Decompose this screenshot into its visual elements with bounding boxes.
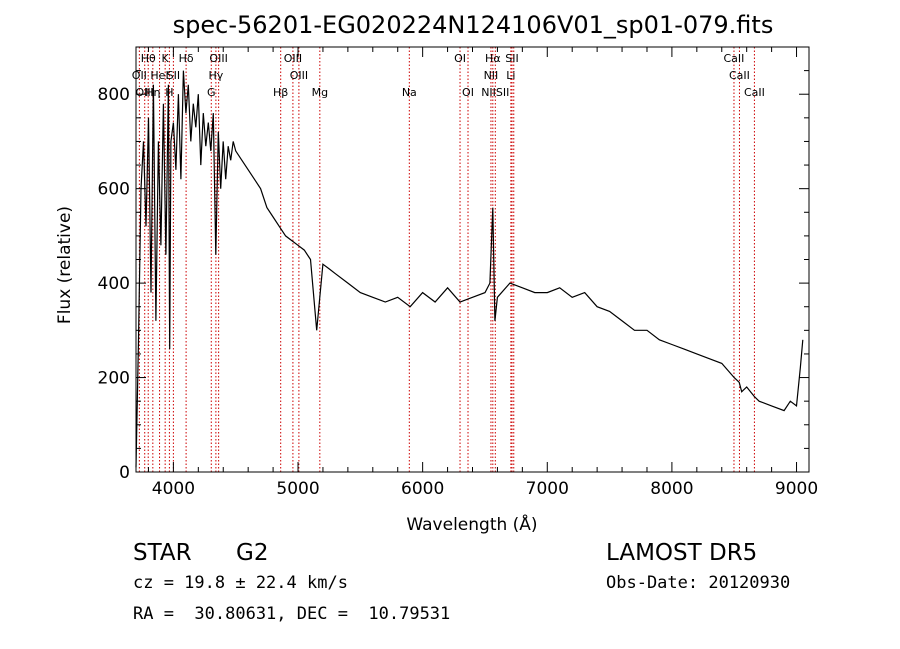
x-tick-label: 4000 xyxy=(152,479,195,499)
coordinates: RA = 30.80631, DEC = 10.79531 xyxy=(133,604,451,624)
line-label: Hδ xyxy=(179,52,194,65)
object-class: STAR xyxy=(133,540,192,566)
line-label: H xyxy=(165,86,173,99)
x-axis-label: Wavelength (Å) xyxy=(406,513,537,535)
line-label: SII xyxy=(167,69,180,82)
y-tick-label: 200 xyxy=(98,369,130,389)
y-tick-label: 800 xyxy=(98,85,130,105)
chart-title: spec-56201-EG020224N124106V01_sp01-079.f… xyxy=(173,11,774,39)
y-tick-label: 600 xyxy=(98,180,130,200)
line-label: CaII xyxy=(744,86,765,99)
line-label: CaII xyxy=(729,69,750,82)
line-label: OI xyxy=(462,86,474,99)
line-label: HeI xyxy=(150,69,168,82)
observation-date: Obs-Date: 20120930 xyxy=(606,573,791,593)
redshift-velocity: cz = 19.8 ± 22.4 km/s xyxy=(133,573,348,593)
plot-frame xyxy=(135,46,810,473)
line-label: NIISII xyxy=(481,86,509,99)
x-tick-label: 7000 xyxy=(526,479,569,499)
x-axis: 4000 5000 6000 7000 8000 9000 xyxy=(147,47,818,499)
line-label: Li xyxy=(506,69,515,82)
x-tick-label: 9000 xyxy=(775,479,818,499)
line-label: Hβ xyxy=(273,86,288,99)
y-axis-label: Flux (relative) xyxy=(55,206,75,324)
line-label: NII xyxy=(484,69,499,82)
x-tick-label: 6000 xyxy=(401,479,444,499)
line-label: Hθ xyxy=(141,52,156,65)
survey-name: LAMOST DR5 xyxy=(606,540,758,566)
line-label: OIII xyxy=(284,52,302,65)
reference-lines xyxy=(138,47,755,472)
line-label: Mg xyxy=(312,86,328,99)
line-label: OIII xyxy=(209,52,227,65)
line-label: G xyxy=(207,86,216,99)
line-label: Hα xyxy=(485,52,501,65)
x-tick-label: 5000 xyxy=(276,479,319,499)
line-label: K xyxy=(162,52,170,65)
y-tick-label: 0 xyxy=(119,463,130,483)
line-label: CaII xyxy=(724,52,745,65)
x-tick-label: 8000 xyxy=(650,479,693,499)
y-axis: 0 200 400 600 800 xyxy=(98,70,809,483)
line-label: Na xyxy=(402,86,417,99)
y-tick-label: 400 xyxy=(98,274,130,294)
spectrum-line xyxy=(135,70,804,468)
line-label: OIII xyxy=(290,69,308,82)
line-label: Hγ xyxy=(208,69,223,82)
line-label: OI xyxy=(454,52,466,65)
line-label: OIII xyxy=(136,86,154,99)
line-label: SII xyxy=(505,52,518,65)
subclass: G2 xyxy=(236,540,269,566)
